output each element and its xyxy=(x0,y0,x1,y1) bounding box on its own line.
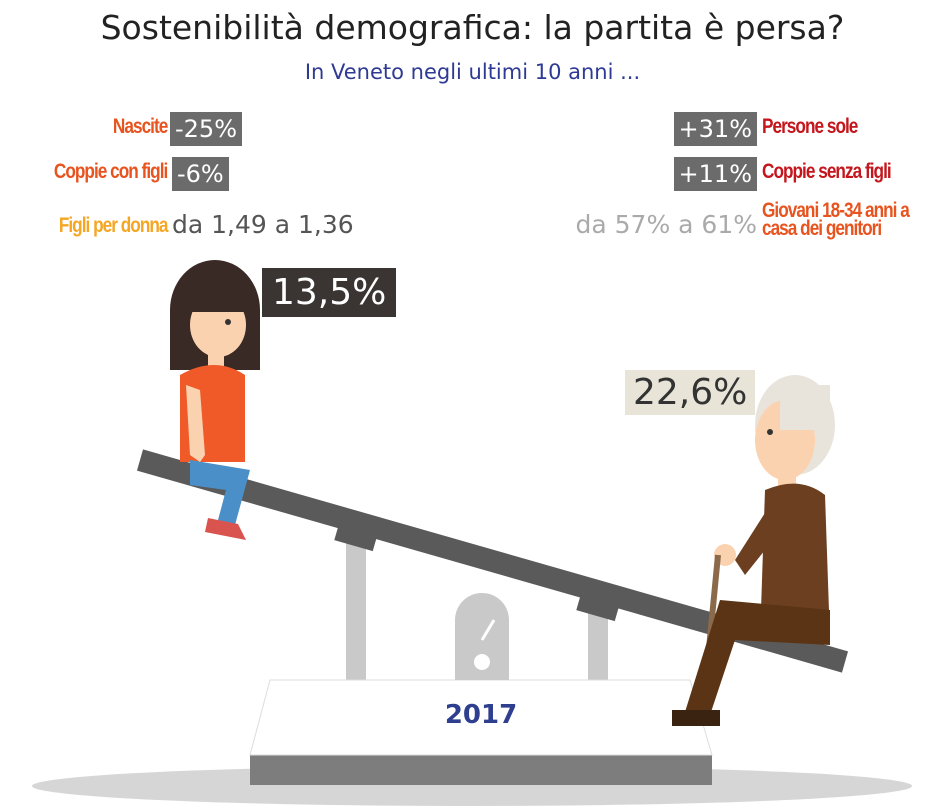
old-share: 22,6% xyxy=(625,370,755,415)
gauge-dot xyxy=(474,654,490,670)
base-bottom xyxy=(250,755,712,785)
stat-value: da 57% a 61% xyxy=(576,210,757,239)
stat-label: Persone sole xyxy=(762,115,857,139)
girl-neck xyxy=(208,352,224,366)
stat-label: Giovani 18-34 anni a casa dei genitori xyxy=(762,202,926,238)
support xyxy=(346,530,366,700)
year: 2017 xyxy=(0,700,945,730)
stat-label: Nascite xyxy=(113,115,167,139)
subtitle: In Veneto negli ultimi 10 anni ... xyxy=(0,60,945,84)
man-hair xyxy=(780,385,830,430)
infographic: Sostenibilità demografica: la partita è … xyxy=(0,0,945,806)
stat-label: Coppie senza figli xyxy=(762,160,891,184)
stat-value: da 1,49 a 1,36 xyxy=(172,210,354,239)
stat-value: -25% xyxy=(170,112,242,146)
title: Sostenibilità demografica: la partita è … xyxy=(0,8,945,47)
stat-value: -6% xyxy=(172,157,229,191)
stat-label: Figli per donna xyxy=(58,214,167,238)
stat-label: Coppie con figli xyxy=(54,160,167,184)
girl-eye xyxy=(225,319,231,325)
young-share: 13,5% xyxy=(262,268,396,317)
stat-value: +31% xyxy=(674,112,757,146)
stat-value: +11% xyxy=(674,157,757,191)
man-eye xyxy=(767,429,773,435)
girl-fringe xyxy=(190,290,250,312)
